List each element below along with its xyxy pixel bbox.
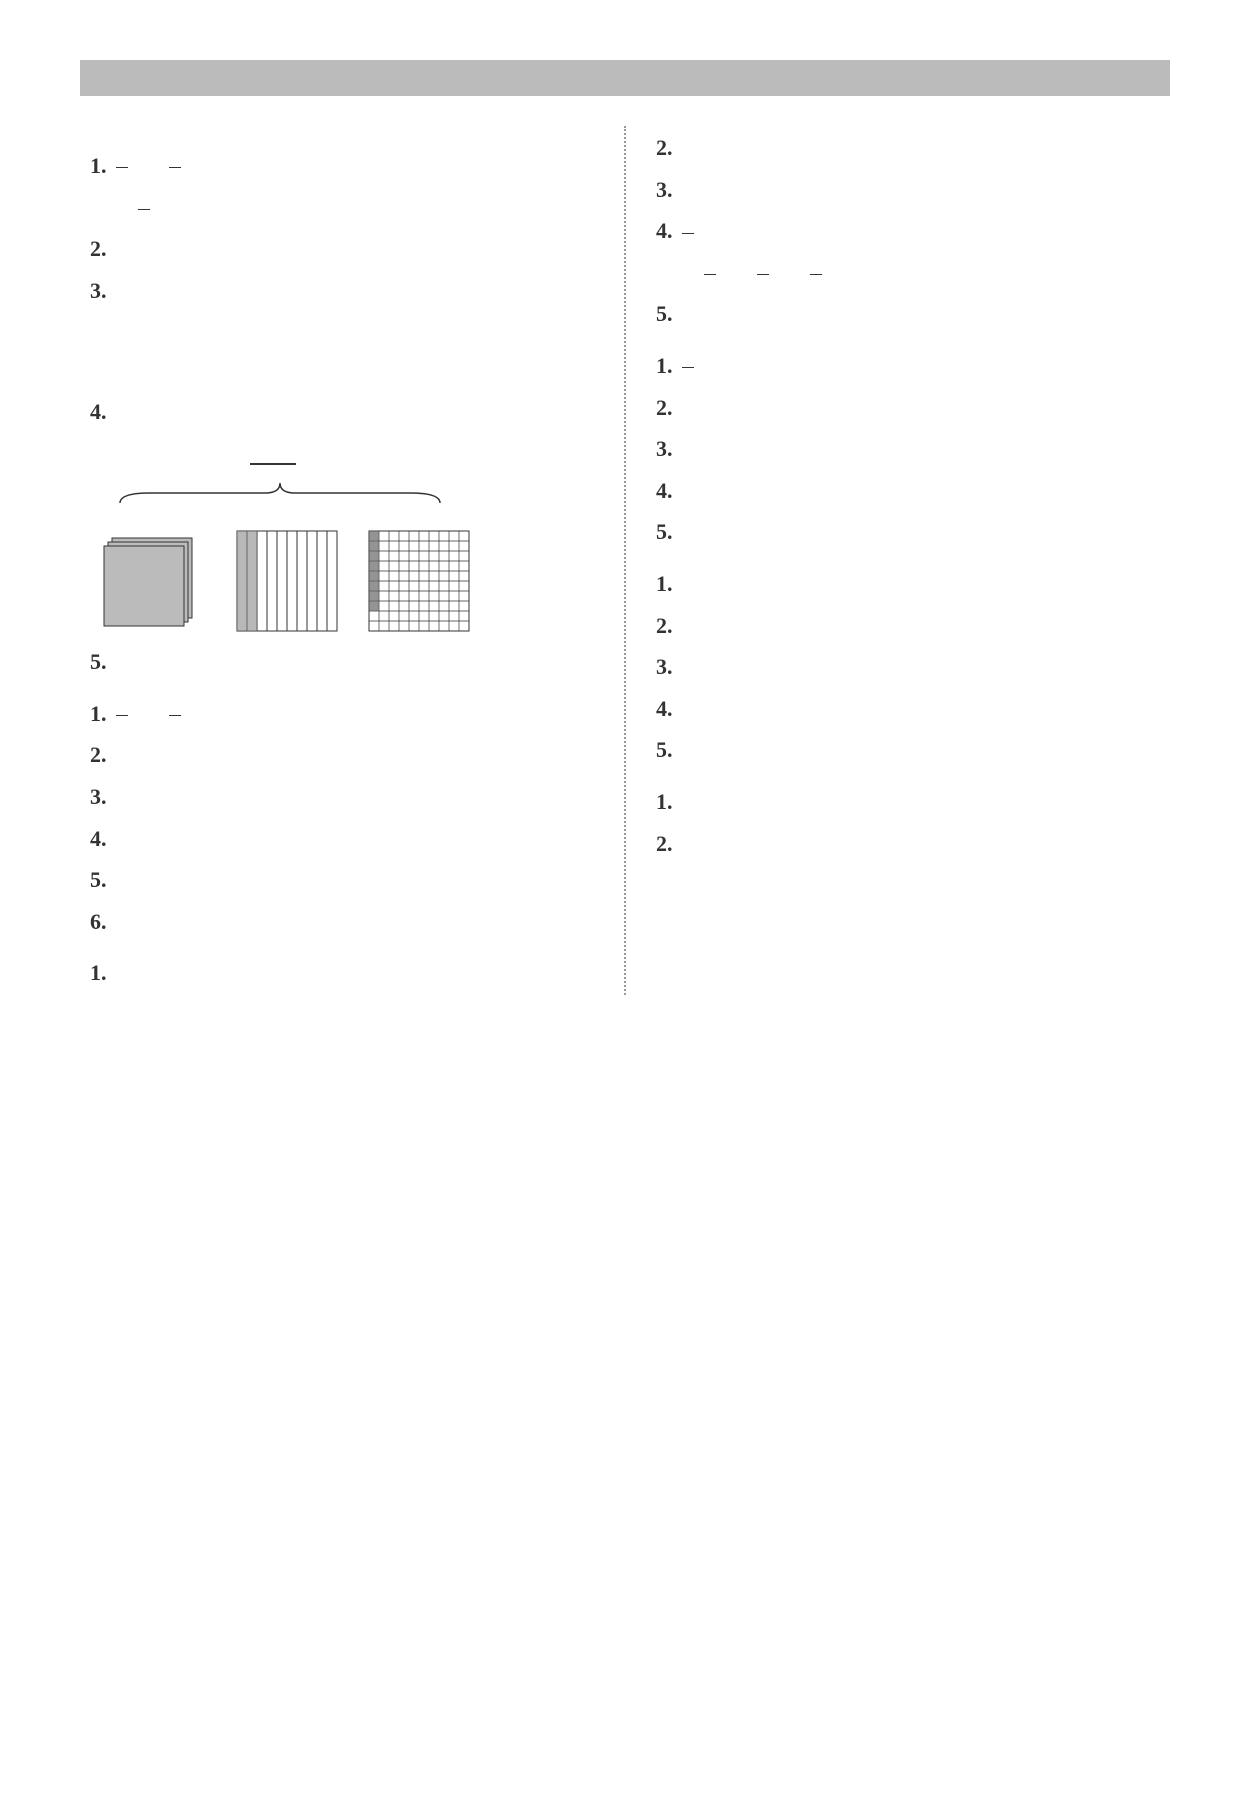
q4-box-label	[250, 463, 296, 465]
answer-line: 4.	[656, 471, 1160, 511]
answer-line: 4.	[656, 689, 1160, 729]
answer-line: 3.	[656, 429, 1160, 469]
fraction	[757, 274, 769, 275]
answer-line	[656, 253, 1160, 293]
answer-line: 1.	[656, 346, 1160, 386]
matching-diagram	[90, 316, 594, 386]
block-tenths	[232, 526, 342, 636]
answer-line: 4.	[90, 819, 594, 859]
fraction	[682, 233, 694, 234]
answer-line: 5.	[656, 512, 1160, 552]
answer-line: 2.	[90, 735, 594, 775]
answer-line: 5.	[656, 294, 1160, 334]
answer-line: 1.	[656, 782, 1160, 822]
answer-line: 2.	[656, 824, 1160, 864]
answer-line: 3.	[656, 647, 1160, 687]
column-divider	[624, 126, 626, 995]
content-columns: 1. 2. 3. 4.	[80, 126, 1170, 995]
block-ones	[100, 526, 210, 636]
answer-line: 2.	[90, 229, 594, 269]
answer-line: 3.	[656, 170, 1160, 210]
answer-line: 6.	[90, 902, 594, 942]
answer-line: 5.	[90, 642, 594, 682]
title-bar	[80, 60, 1170, 96]
answer-line: 2.	[656, 128, 1160, 168]
answer-line: 2.	[656, 606, 1160, 646]
block-hundredths	[364, 526, 474, 636]
answer-line: 1.	[90, 694, 594, 734]
answer-line	[90, 188, 594, 228]
fraction	[116, 167, 128, 168]
fraction	[169, 167, 181, 168]
match-lines	[90, 316, 594, 386]
fraction	[116, 715, 128, 716]
right-column: 2. 3. 4. 5. 1. 2	[646, 126, 1170, 995]
fraction	[704, 274, 716, 275]
fraction	[138, 209, 150, 210]
answer-line: 1.	[90, 953, 594, 993]
answer-line: 3.	[90, 271, 594, 311]
answer-line: 4.	[90, 392, 594, 432]
answer-line: 2.	[656, 388, 1160, 428]
bracket-icon	[90, 478, 470, 508]
fraction	[169, 715, 181, 716]
answer-line: 1.	[656, 564, 1160, 604]
answer-line: 3.	[90, 777, 594, 817]
answer-line: 5.	[90, 860, 594, 900]
fraction	[810, 274, 822, 275]
answer-line: 5.	[656, 730, 1160, 770]
answer-line: 4.	[656, 211, 1160, 251]
left-column: 1. 2. 3. 4.	[80, 126, 604, 995]
fraction	[682, 367, 694, 368]
answer-line: 1.	[90, 146, 594, 186]
q4-diagram	[90, 438, 594, 640]
